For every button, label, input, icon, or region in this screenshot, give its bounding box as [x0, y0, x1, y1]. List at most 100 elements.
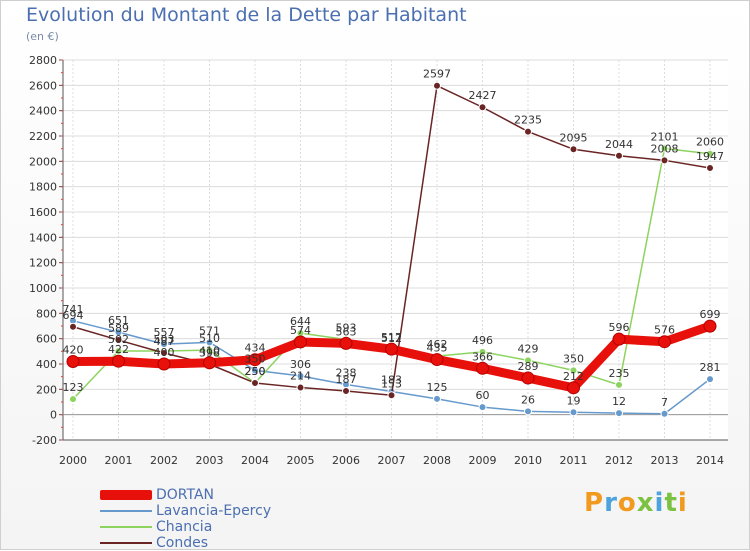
data-label-dortan: 400: [154, 346, 175, 359]
legend-swatch-lavancia-epercy: [100, 510, 152, 512]
y-tick-label: -200: [32, 434, 57, 447]
data-label-lavancia-epercy: 238: [336, 367, 357, 380]
y-tick-label: 800: [36, 307, 57, 320]
point-dortan: [658, 335, 671, 349]
legend-label-dortan: DORTAN: [156, 487, 215, 503]
data-label-lavancia-epercy: 19: [567, 394, 581, 407]
point-dortan: [203, 356, 216, 370]
point-dortan: [294, 335, 307, 349]
point-dortan: [612, 332, 626, 346]
point-lavancia-epercy: [706, 375, 714, 384]
data-label-dortan: 366: [472, 350, 493, 363]
x-tick-label: 2000: [59, 454, 87, 467]
point-dortan: [157, 357, 171, 371]
point-chancia: [569, 366, 578, 375]
data-label-chancia: 123: [63, 381, 84, 394]
point-chancia: [114, 347, 123, 356]
data-label-dortan: 212: [563, 370, 584, 383]
point-condes: [524, 127, 532, 136]
point-lavancia-epercy: [478, 403, 487, 412]
data-label-dortan: 699: [700, 308, 721, 321]
point-lavancia-epercy: [569, 408, 578, 417]
point-lavancia-epercy: [296, 371, 305, 380]
data-label-dortan: 420: [63, 343, 84, 356]
point-lavancia-epercy: [660, 409, 669, 418]
data-label-condes: 2095: [560, 131, 588, 144]
legend-swatch-dortan: [100, 490, 152, 500]
point-condes: [69, 322, 77, 331]
legend: DORTAN Lavancia-Epercy Chancia Condes: [100, 487, 271, 551]
point-condes: [706, 164, 714, 173]
y-tick-label: 200: [36, 383, 57, 396]
legend-label-condes: Condes: [156, 535, 209, 551]
data-label-chancia: 510: [199, 332, 220, 345]
unit-label: (en €): [26, 30, 59, 43]
point-dortan: [703, 319, 717, 333]
y-tick-label: 2800: [29, 54, 57, 67]
point-dortan: [476, 361, 489, 375]
point-condes: [296, 383, 305, 392]
data-label-chancia: 496: [472, 334, 493, 347]
data-label-lavancia-epercy: 350: [245, 352, 266, 365]
y-tick-label: 600: [36, 333, 57, 346]
chart-title: Evolution du Montant de la Dette par Hab…: [26, 4, 467, 26]
point-lavancia-epercy: [205, 338, 214, 347]
point-chancia: [706, 149, 714, 158]
data-label-chancia: 644: [290, 315, 311, 328]
data-label-condes: 398: [199, 346, 220, 359]
data-label-condes: 589: [108, 322, 129, 335]
data-label-chancia: 235: [609, 367, 630, 380]
point-dortan: [521, 371, 535, 385]
data-label-lavancia-epercy: 651: [108, 314, 129, 327]
point-chancia: [205, 346, 214, 355]
data-label-lavancia-epercy: 741: [63, 303, 84, 316]
data-label-dortan: 574: [290, 324, 311, 337]
plot-area: [63, 60, 728, 440]
point-lavancia-epercy: [615, 409, 623, 418]
x-tick-label: 2012: [605, 454, 633, 467]
legend-swatch-chancia: [100, 526, 152, 528]
y-tick-label: 1800: [29, 181, 57, 194]
x-tick-label: 2013: [651, 454, 679, 467]
point-chancia: [69, 395, 77, 404]
data-label-chancia: 502: [108, 333, 129, 346]
x-tick-label: 2002: [150, 454, 178, 467]
point-chancia: [524, 356, 532, 365]
point-dortan: [248, 353, 262, 367]
point-chancia: [660, 144, 669, 153]
point-condes: [160, 348, 168, 357]
data-label-chancia: 429: [518, 342, 539, 355]
y-tick-label: 2000: [29, 155, 57, 168]
data-label-lavancia-epercy: 60: [476, 389, 490, 402]
point-condes: [615, 151, 623, 160]
data-label-condes: 214: [290, 370, 311, 383]
data-label-chancia: 250: [245, 365, 266, 378]
y-tick-label: 1200: [29, 257, 57, 270]
data-label-condes: 2008: [651, 142, 679, 155]
point-condes: [114, 336, 123, 345]
data-label-dortan: 517: [381, 331, 402, 344]
x-tick-label: 2001: [105, 454, 133, 467]
legend-swatch-condes: [100, 542, 152, 544]
x-tick-label: 2005: [287, 454, 315, 467]
data-label-lavancia-epercy: 7: [661, 396, 668, 409]
data-label-dortan: 435: [427, 342, 448, 355]
data-label-condes: 250: [245, 365, 266, 378]
point-chancia: [615, 380, 623, 389]
y-tick-label: 1600: [29, 206, 57, 219]
x-tick-label: 2011: [560, 454, 588, 467]
y-tick-label: 2200: [29, 130, 57, 143]
data-label-lavancia-epercy: 306: [290, 358, 311, 371]
legend-item-lavancia-epercy: Lavancia-Epercy: [100, 503, 271, 519]
data-label-dortan: 434: [245, 342, 266, 355]
point-lavancia-epercy: [524, 407, 532, 416]
data-label-condes: 153: [381, 377, 402, 390]
data-label-condes: 2235: [514, 114, 542, 127]
x-tick-label: 2009: [469, 454, 497, 467]
data-label-lavancia-epercy: 183: [381, 373, 402, 386]
data-label-dortan: 596: [609, 321, 630, 334]
data-label-lavancia-epercy: 571: [199, 324, 220, 337]
x-tick-label: 2008: [423, 454, 451, 467]
data-label-lavancia-epercy: 125: [427, 381, 448, 394]
